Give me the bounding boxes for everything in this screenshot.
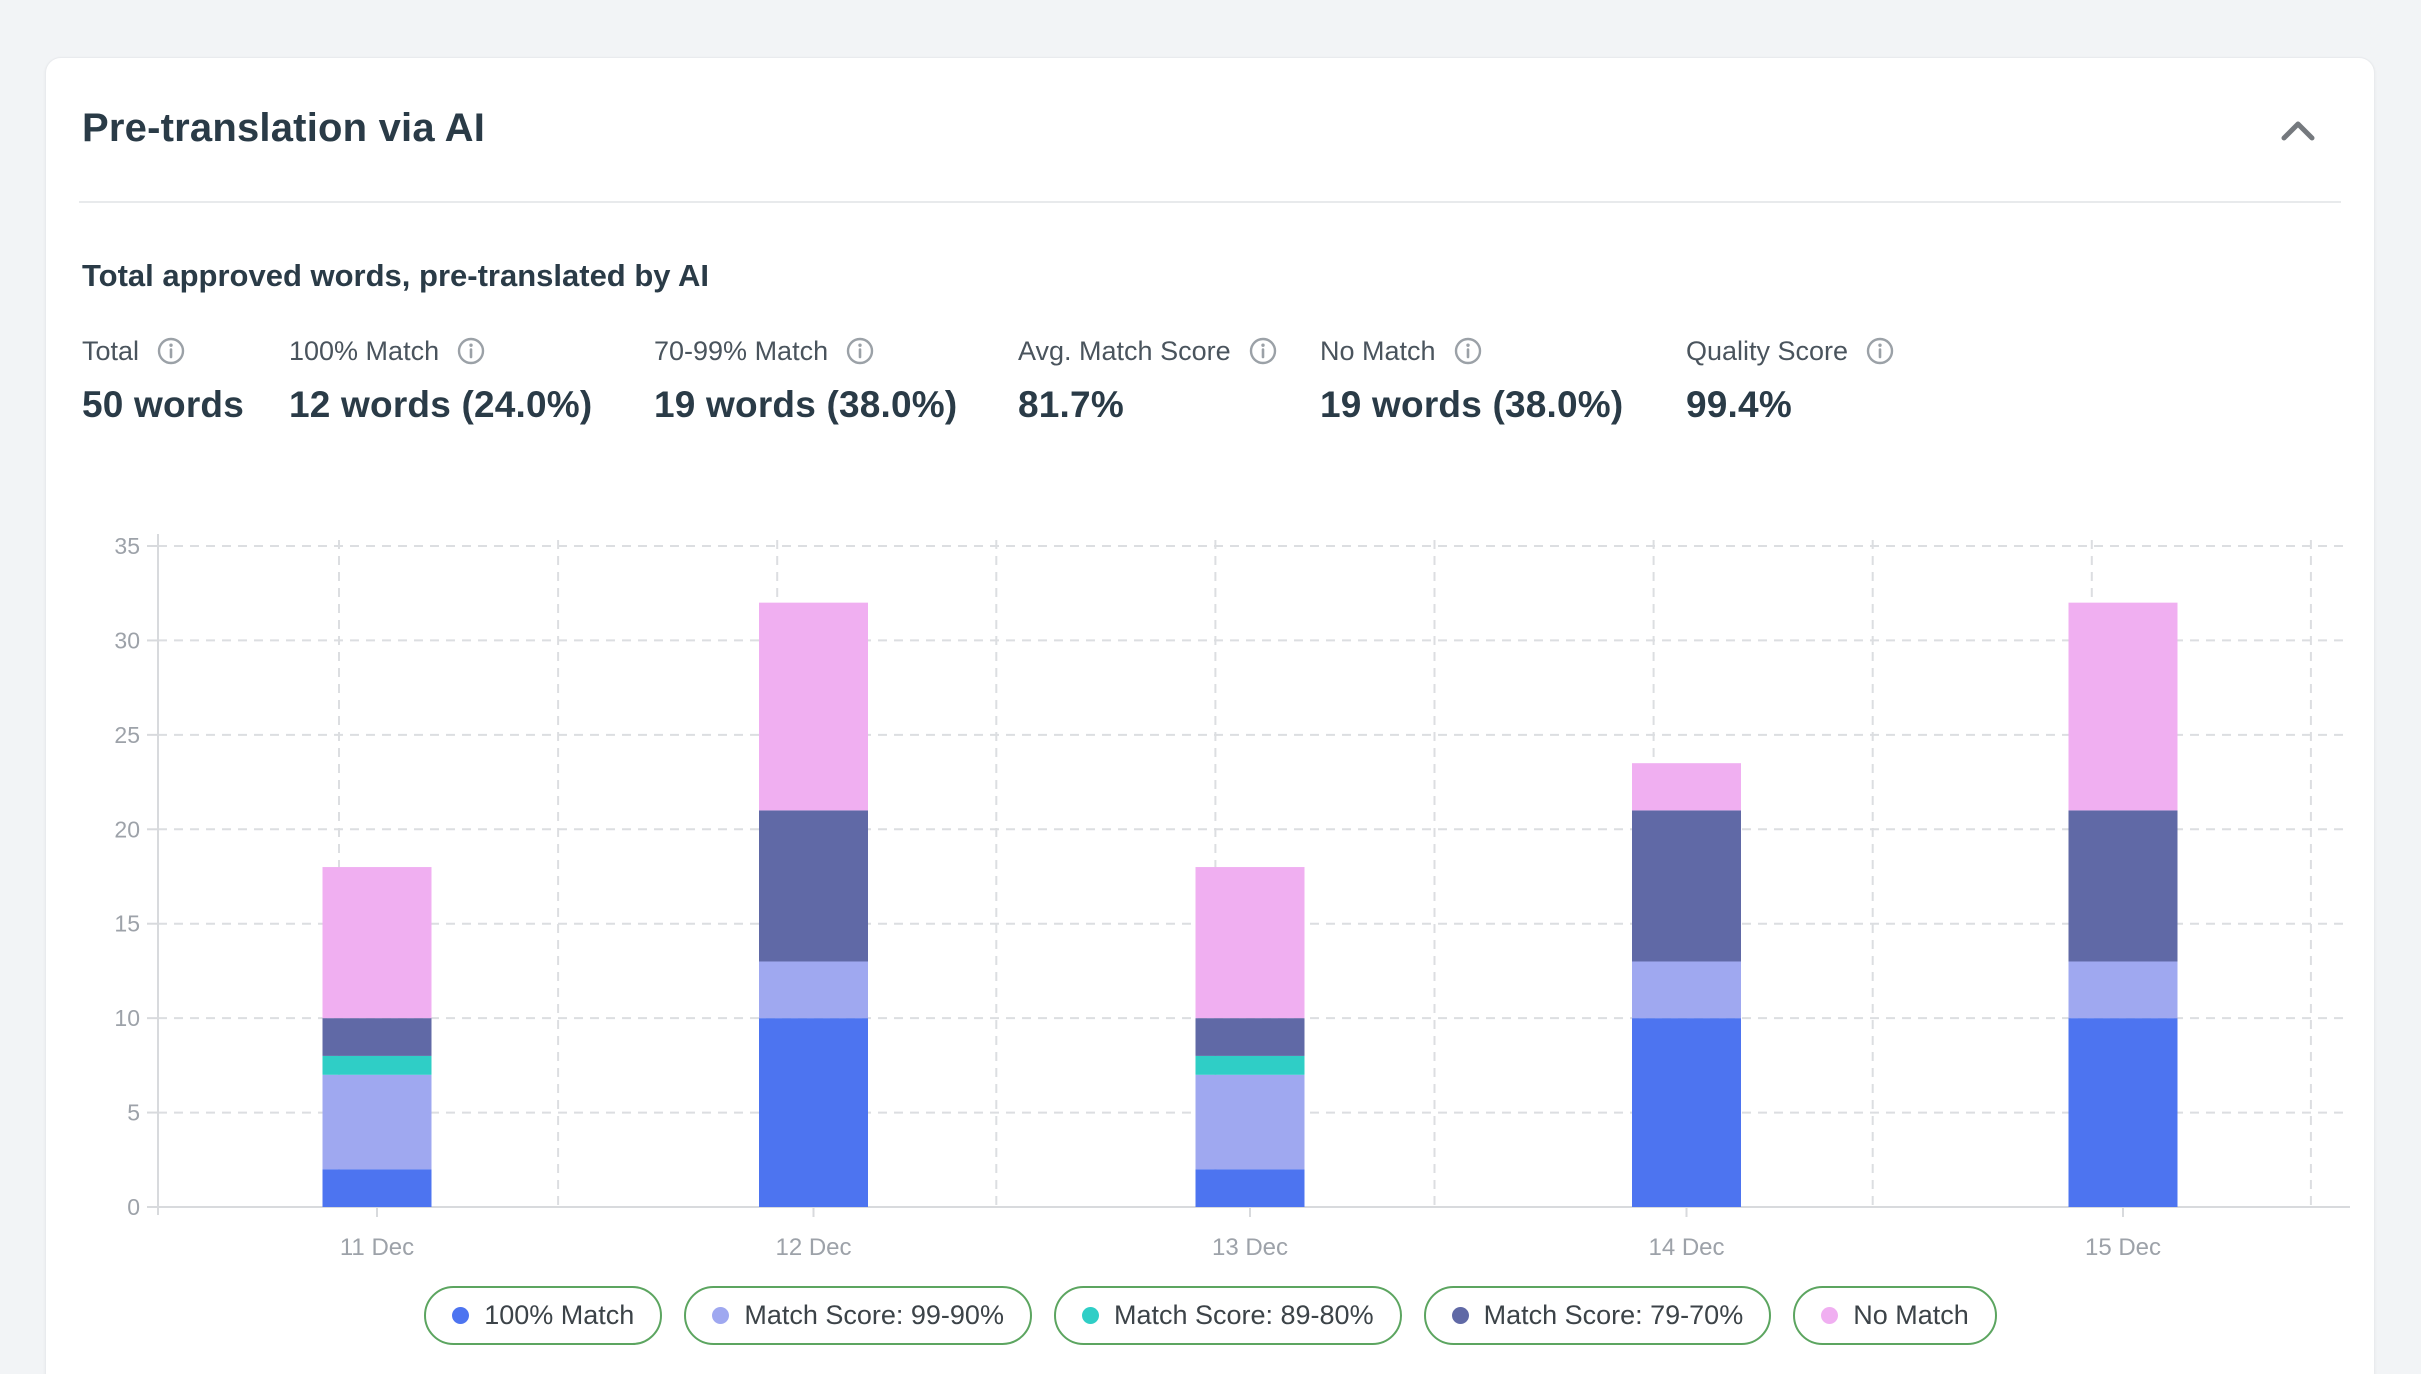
x-tick-label: 14 Dec [1648,1234,1724,1261]
chart-subtitle: Total approved words, pre-translated by … [82,258,709,293]
x-tick-label: 13 Dec [1212,1234,1288,1261]
bar-segment-2 [1632,961,1741,1019]
page-title: Pre-translation via AI [82,106,486,150]
legend-color-dot [1081,1307,1099,1324]
y-tick-label: 20 [114,816,140,842]
header-divider [79,201,2341,203]
stat-block: 100% Match 12 words (24.0%) [289,334,654,426]
stat-block: Quality Score 99.4% [1686,334,1986,426]
y-tick-label: 5 [127,1100,140,1126]
chart-canvas: 0 5 10 15 20 25 30 35 11 Dec 12 Dec 13 Dec 14 Dec 15… [114,533,2350,1261]
bar-segment-2 [1195,1074,1305,1170]
legend-item-3[interactable]: Match Score: 89-80% [1053,1286,1402,1345]
x-tick-label: 11 Dec [340,1234,414,1261]
y-tick-label: 30 [114,627,140,653]
legend-label: Match Score: 99-90% [744,1300,1004,1330]
info-icon[interactable] [1866,337,1894,365]
bar-segment-5 [1195,867,1305,1019]
stat-block: No Match 19 words (38.0%) [1320,334,1686,426]
bar-segment-1 [2068,1018,2178,1207]
x-tick-label: 15 Dec [2085,1234,2161,1261]
bar-segment-4 [759,810,868,962]
legend-item-5[interactable]: No Match [1793,1286,1997,1345]
collapse-button[interactable] [2270,108,2326,156]
bar-segment-3 [322,1055,432,1075]
stacked-bar-chart: 0 5 10 15 20 25 30 35 11 Dec 12 Dec 13 Dec 14 Dec 15… [0,500,2421,1300]
stat-value: 81.7% [1018,384,1124,425]
bar-segment-1 [759,1018,868,1207]
legend-color-dot [1821,1307,1839,1324]
stat-label: Total [82,335,140,366]
chart-legend: 100% Match Match Score: 99-90% Match Score… [0,1286,2421,1345]
stat-label: 100% Match [289,335,440,366]
bar-segment-5 [2068,602,2178,811]
legend-color-dot [1451,1307,1469,1324]
bar-segment-1 [1195,1169,1305,1207]
y-tick-label: 15 [114,911,140,937]
legend-label: Match Score: 79-70% [1483,1300,1744,1330]
y-tick-label: 25 [114,722,140,748]
stat-label: Avg. Match Score [1018,335,1231,366]
legend-item-4[interactable]: Match Score: 79-70% [1423,1286,1772,1345]
y-tick-label: 0 [127,1194,140,1220]
stat-block: Total 50 words [82,334,289,426]
bar-segment-4 [1632,810,1741,962]
bar-segment-5 [759,602,868,811]
stat-value: 99.4% [1686,384,1792,425]
stat-block: 70-99% Match 19 words (38.0%) [654,334,1018,426]
stat-value: 50 words [82,384,244,425]
y-tick-label: 35 [114,533,140,559]
info-icon[interactable] [1454,337,1482,365]
bar-segment-4 [1195,1018,1305,1056]
legend-label: 100% Match [484,1300,635,1330]
stat-value: 19 words (38.0%) [1320,384,1624,425]
stat-block: Avg. Match Score 81.7% [1018,334,1320,426]
x-tick-label: 12 Dec [775,1234,851,1261]
legend-label: No Match [1853,1300,1969,1330]
bar-segment-3 [1195,1055,1305,1075]
info-icon[interactable] [1249,337,1277,365]
y-tick-label: 10 [114,1005,140,1031]
bar-segment-2 [2068,961,2178,1019]
info-icon[interactable] [846,337,874,365]
stat-value: 12 words (24.0%) [289,384,593,425]
bar-segment-1 [1632,1018,1741,1207]
legend-label: Match Score: 89-80% [1113,1300,1374,1330]
bar-segment-1 [322,1169,432,1207]
bar-segment-2 [322,1074,432,1170]
bar-segment-4 [322,1018,432,1056]
bar-segment-4 [2068,810,2178,962]
legend-item-1[interactable]: 100% Match [424,1286,663,1345]
stat-label: Quality Score [1686,335,1849,366]
bar-segment-5 [322,867,432,1019]
stat-value: 19 words (38.0%) [654,384,958,425]
stat-label: 70-99% Match [654,335,829,366]
info-icon[interactable] [457,337,485,365]
chevron-up-icon [2279,119,2317,146]
stat-label: No Match [1320,335,1436,366]
bar-segment-5 [1632,763,1741,811]
legend-color-dot [712,1307,730,1324]
stats-row: Total 50 words 100% Match 12 words (24.0%) 7… [82,334,1986,426]
info-icon[interactable] [157,337,185,365]
bar-segment-2 [759,961,868,1019]
legend-item-2[interactable]: Match Score: 99-90% [684,1286,1032,1345]
legend-color-dot [452,1307,470,1324]
